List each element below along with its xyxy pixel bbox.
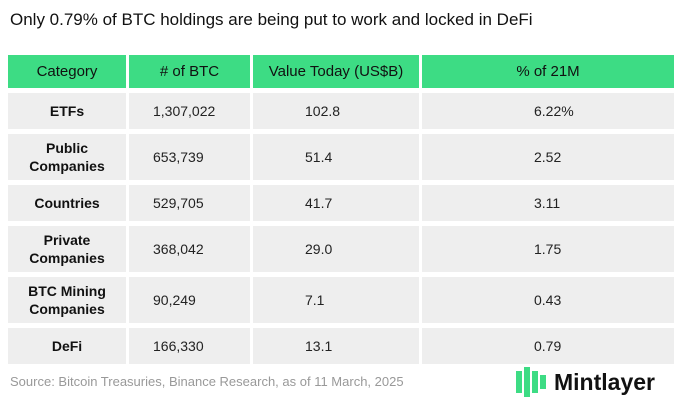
table-row: DeFi 166,330 13.1 0.79 — [8, 328, 674, 364]
value-cell: 29.0 — [253, 226, 422, 272]
category-line1: Public — [45, 140, 88, 156]
category-cell: DeFi — [8, 328, 129, 364]
category-line1: DeFi — [51, 338, 83, 354]
btc-cell: 529,705 — [129, 185, 253, 221]
value-cell: 51.4 — [253, 134, 422, 180]
page-title: Only 0.79% of BTC holdings are being put… — [10, 10, 533, 29]
category-line2: Companies — [29, 250, 105, 266]
btc-cell: 166,330 — [129, 328, 253, 364]
brand-logo: Mintlayer — [515, 364, 655, 400]
header-category: Category — [8, 55, 129, 88]
category-line1: Countries — [34, 195, 100, 211]
header-btc: # of BTC — [129, 55, 253, 88]
percent-cell: 0.43 — [422, 277, 674, 323]
table-row: BTC Mining Companies 90,249 7.1 0.43 — [8, 277, 674, 323]
header-value: Value Today (US$B) — [253, 55, 422, 88]
btc-cell: 368,042 — [129, 226, 253, 272]
table-header-row: Category # of BTC Value Today (US$B) % o… — [8, 55, 674, 88]
value-cell: 102.8 — [253, 93, 422, 129]
category-cell: ETFs — [8, 93, 129, 129]
percent-cell: 6.22% — [422, 93, 674, 129]
category-cell: Countries — [8, 185, 129, 221]
percent-cell: 3.11 — [422, 185, 674, 221]
category-line2: Companies — [29, 158, 105, 174]
header-percent: % of 21M — [422, 55, 674, 88]
table-row: Private Companies 368,042 29.0 1.75 — [8, 226, 674, 272]
source-note: Source: Bitcoin Treasuries, Binance Rese… — [10, 374, 404, 389]
table-row: Public Companies 653,739 51.4 2.52 — [8, 134, 674, 180]
category-line1: BTC Mining — [28, 283, 106, 299]
percent-cell: 1.75 — [422, 226, 674, 272]
btc-cell: 90,249 — [129, 277, 253, 323]
percent-cell: 0.79 — [422, 328, 674, 364]
category-cell: Public Companies — [8, 134, 129, 180]
category-line1: Private — [43, 232, 91, 248]
category-cell: Private Companies — [8, 226, 129, 272]
brand-name: Mintlayer — [554, 368, 655, 395]
category-line1: ETFs — [49, 103, 85, 119]
value-cell: 13.1 — [253, 328, 422, 364]
mintlayer-logo-icon — [516, 367, 546, 397]
btc-cell: 1,307,022 — [129, 93, 253, 129]
value-cell: 41.7 — [253, 185, 422, 221]
percent-cell: 2.52 — [422, 134, 674, 180]
btc-cell: 653,739 — [129, 134, 253, 180]
table-row: ETFs 1,307,022 102.8 6.22% — [8, 93, 674, 129]
table-row: Countries 529,705 41.7 3.11 — [8, 185, 674, 221]
value-cell: 7.1 — [253, 277, 422, 323]
category-line2: Companies — [29, 301, 105, 317]
category-cell: BTC Mining Companies — [8, 277, 129, 323]
btc-holdings-table: Category # of BTC Value Today (US$B) % o… — [8, 50, 674, 369]
